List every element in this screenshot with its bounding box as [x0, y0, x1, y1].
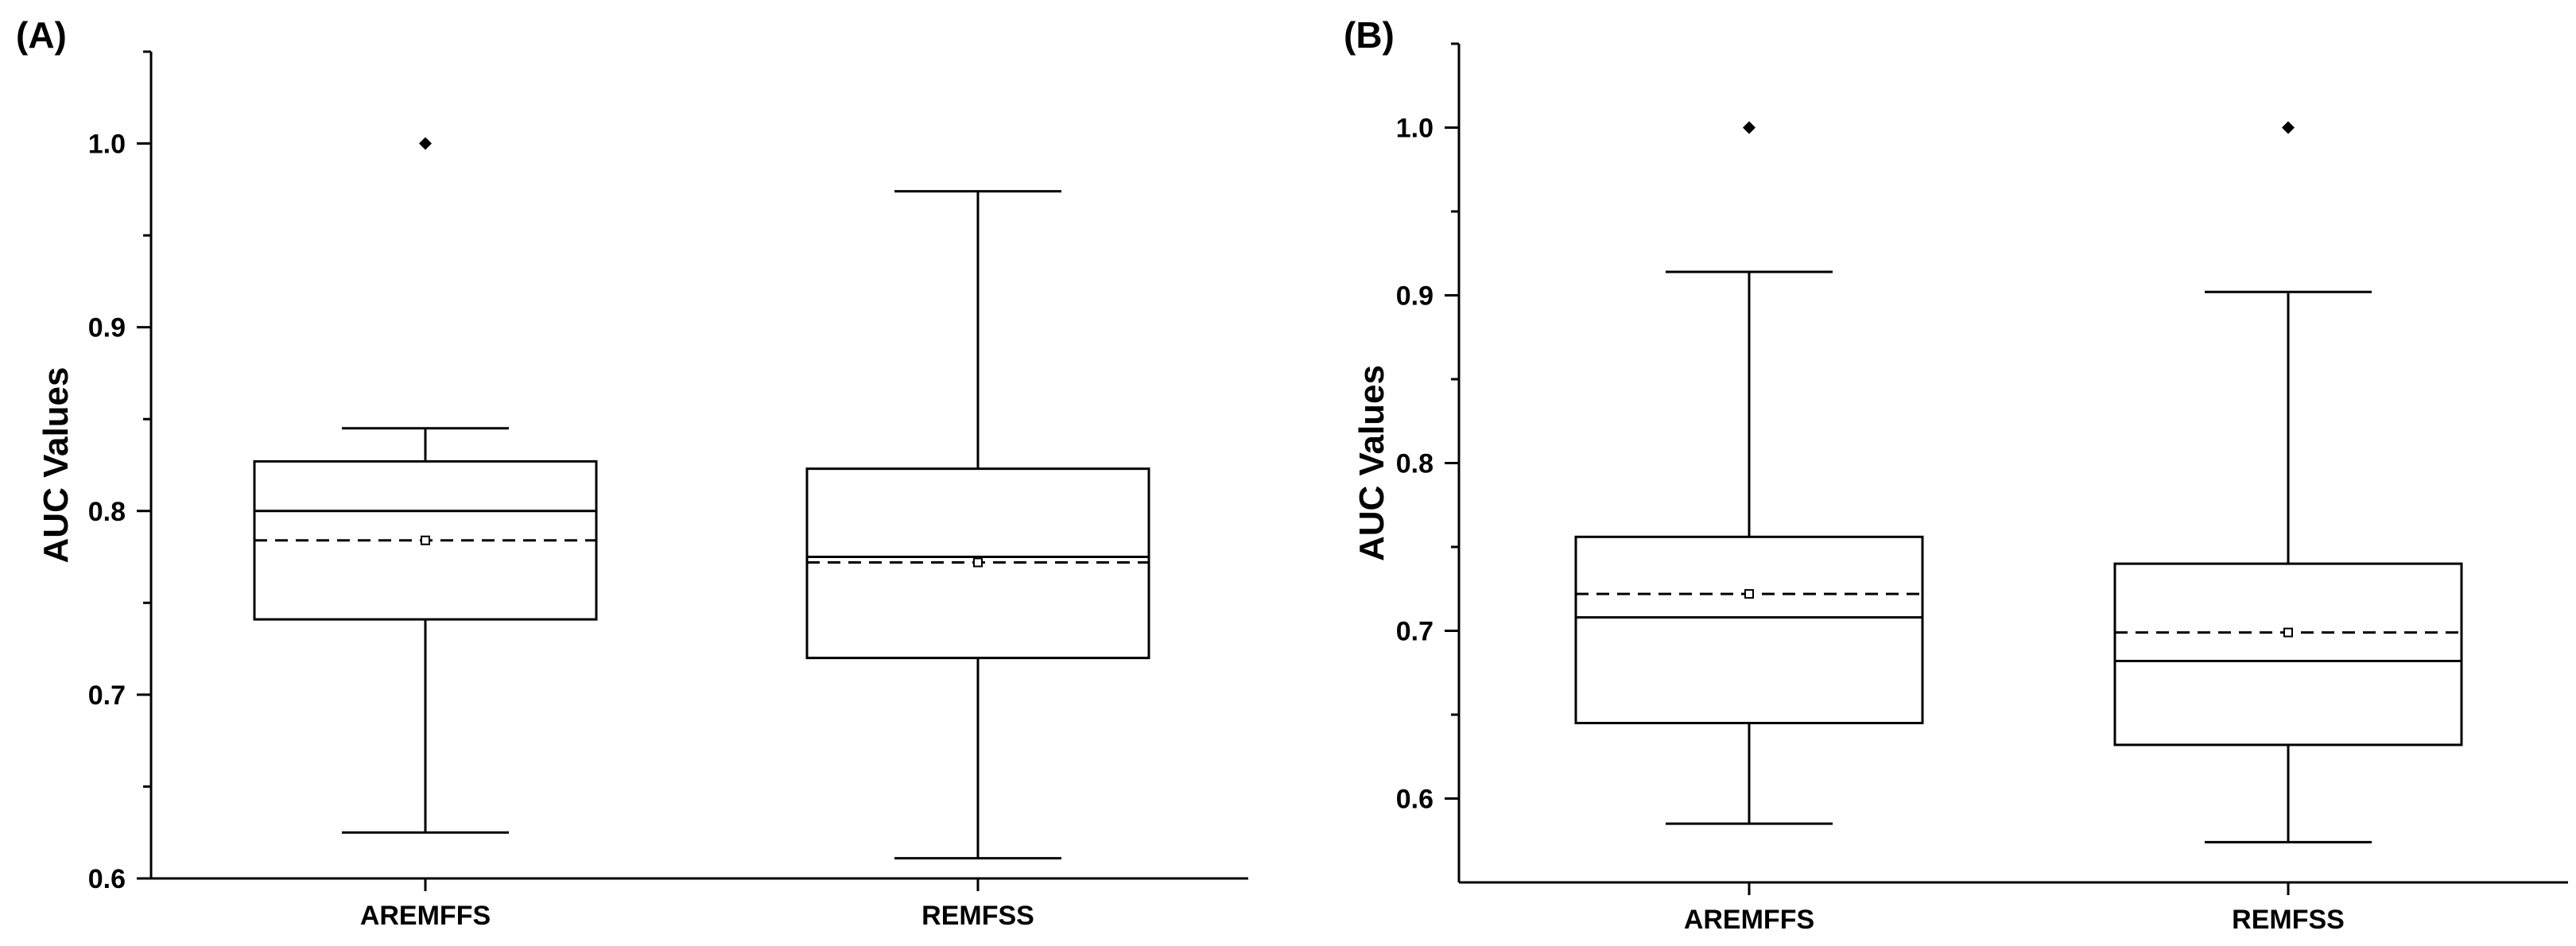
mean-marker	[2283, 627, 2293, 638]
y-tick-label: 0.7	[1396, 617, 1433, 647]
y-tick-label: 0.6	[88, 864, 126, 894]
y-tick-label: 0.6	[1396, 785, 1433, 815]
box-aremffs	[253, 137, 598, 834]
y-tick-label: 0.7	[88, 680, 126, 711]
outlier-point	[1743, 121, 1755, 134]
box-iqr	[2113, 562, 2463, 746]
y-tick-label: 0.9	[1396, 281, 1433, 312]
y-tick-label: 0.9	[88, 313, 126, 343]
box-remfss	[2113, 121, 2463, 843]
x-category-label: REMFSS	[2232, 905, 2345, 935]
panel-a: (A) AUC Values 0.6 0.7 0.8 0.9 1.0 AREMFFS REM…	[16, 14, 1248, 931]
mean-marker	[1744, 589, 1754, 599]
x-category-label: AREMFFS	[360, 901, 491, 931]
box-iqr	[1574, 535, 1924, 725]
y-tick-label: 1.0	[1396, 114, 1433, 144]
outlier-point	[2282, 121, 2295, 134]
panel-label-b: (B)	[1344, 14, 1395, 56]
y-tick-label: 0.8	[88, 497, 126, 527]
y-axis-label-a: AUC Values	[37, 367, 76, 564]
x-category-label: REMFSS	[921, 901, 1034, 931]
box-remfss	[805, 190, 1150, 860]
box-aremffs	[1574, 121, 1924, 825]
mean-marker	[973, 557, 983, 568]
y-axis-label-b: AUC Values	[1352, 365, 1391, 561]
mean-marker	[421, 535, 430, 545]
panel-b: (B) AUC Values 0.6 0.7 0.8 0.9 1.0 AREMFFS REM…	[1344, 14, 2568, 935]
outlier-point	[419, 137, 432, 150]
x-category-label: AREMFFS	[1684, 905, 1814, 935]
y-tick-label: 1.0	[88, 130, 126, 160]
y-tick-label: 0.8	[1396, 449, 1433, 479]
panel-label-a: (A)	[16, 14, 67, 56]
